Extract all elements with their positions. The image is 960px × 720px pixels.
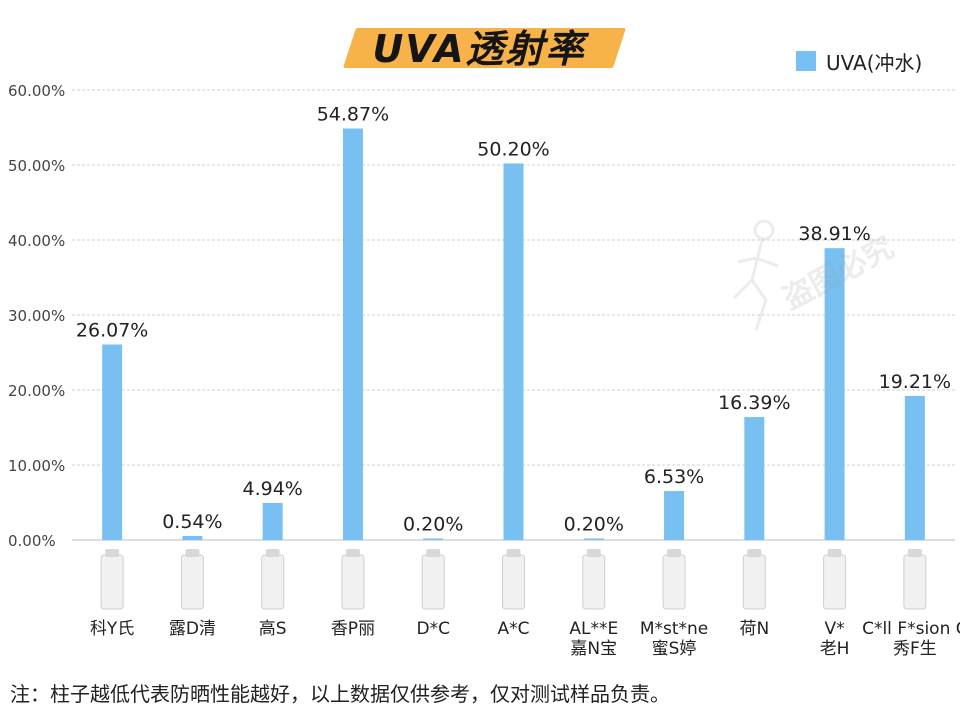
product-cap [586,549,601,557]
y-tick-label: 0.00% [8,532,56,550]
product-cap [345,549,360,557]
y-tick-label: 20.00% [8,382,65,400]
x-tick-label: 高S [259,619,287,639]
bar [904,395,925,540]
product-bottle [180,554,204,610]
product-cap [667,549,682,557]
x-tick-label: 老H [820,639,850,659]
product-bottle [903,554,927,610]
y-tick-label: 50.00% [8,157,65,175]
footnote: 注：柱子越低代表防晒性能越好，以上数据仅供参考，仅对测试样品负责。 [10,682,670,706]
product-image [662,549,686,610]
product-bottle [421,554,445,610]
x-tick-label: A*C [498,619,530,639]
product-cap [506,549,521,557]
legend: UVA(冲水) [796,46,922,76]
product-cap [105,549,120,557]
x-tick-label: 露D清 [169,619,216,639]
product-cap [747,549,762,557]
product-image [823,549,847,610]
y-tick-label: 10.00% [8,457,65,475]
bar [824,248,845,541]
data-label: 6.53% [644,466,704,488]
data-label: 0.20% [564,514,624,536]
product-image [421,549,445,610]
y-tick-label: 60.00% [8,82,65,100]
data-label: 0.54% [162,511,222,533]
x-tick-label: 香P丽 [331,619,375,639]
product-bottle [662,554,686,610]
data-label: 16.39% [718,392,790,414]
product-cap [185,549,200,557]
product-cap [827,549,842,557]
legend-label: UVA(冲水) [826,50,923,75]
data-label: 38.91% [798,223,870,245]
product-cap [426,549,441,557]
bar [664,491,685,540]
x-tick-label: 蜜S婷 [652,639,697,659]
x-tick-label: 荷N [739,619,769,639]
product-bottle [100,554,124,610]
product-image [100,549,124,610]
bar [503,163,524,540]
bar [583,538,604,540]
data-label: 4.94% [243,478,303,500]
title-text: UVA透射率 [372,27,586,71]
legend-swatch [796,51,816,71]
x-tick-label: M*st*ne [640,619,708,639]
x-tick-label: C*ll F*sion C [862,619,960,639]
product-image [180,549,204,610]
bar [423,538,444,540]
x-tick-label: D*C [416,619,449,639]
product-image [341,549,365,610]
bar [342,128,363,540]
data-label: 19.21% [879,371,951,393]
product-cap [265,549,280,557]
x-tick-label: 嘉N宝 [570,639,617,659]
product-cap [907,549,922,557]
product-image [903,549,927,610]
chart-title: UVA透射率 [343,14,626,72]
bar [744,417,765,540]
x-tick-label: V* [825,619,845,639]
product-image [742,549,766,610]
x-tick-label: 秀F生 [893,639,937,659]
data-label: 0.20% [403,514,463,536]
product-bottle [582,554,606,610]
bar [102,344,123,540]
y-tick-label: 40.00% [8,232,65,250]
y-tick-label: 30.00% [8,307,65,325]
x-tick-label: AL**E [569,619,618,639]
product-bottle [742,554,766,610]
product-bottle [341,554,365,610]
product-bottle [823,554,847,610]
data-label: 54.87% [317,103,389,125]
bar [262,502,283,540]
bar [182,535,203,540]
bar-chart: 0.00% 10.00% 20.00% 30.00% 40.00% 50.00% 60.00… [8,82,960,659]
product-image [261,549,285,610]
product-bottle [261,554,285,610]
product-bottle [502,554,525,610]
x-tick-label: 科Y氏 [90,619,134,639]
data-label: 50.20% [477,139,549,161]
product-image [582,549,606,610]
data-label: 26.07% [76,319,148,341]
product-image [502,549,525,610]
